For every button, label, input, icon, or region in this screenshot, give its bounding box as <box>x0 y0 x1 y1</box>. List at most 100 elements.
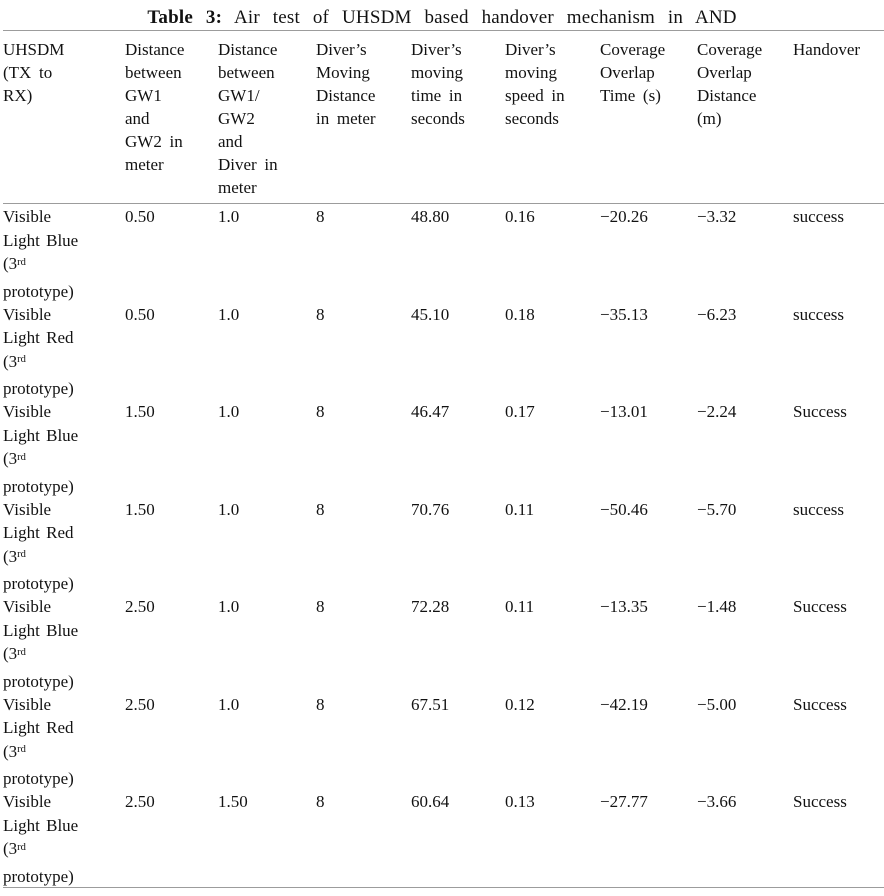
table-row: Visible Light Blue (3rd prototype) 0.50 … <box>3 204 884 302</box>
uhsdm-line: Light Red <box>3 328 74 347</box>
cell-moving-time: 45.10 <box>411 304 450 324</box>
table-row: Visible Light Blue (3rd prototype) 2.50 … <box>3 789 884 887</box>
uhsdm-line: Visible <box>3 792 52 811</box>
table-row: Visible Light Red (3rd prototype) 2.50 1… <box>3 692 884 790</box>
cell-handover: success <box>793 207 844 226</box>
cell-overlap-time: −13.01 <box>600 402 648 421</box>
cell-overlap-time: −35.13 <box>600 304 648 324</box>
cell-moving-distance: 8 <box>316 207 325 226</box>
cell-gw1-gw2-distance: 2.50 <box>125 694 155 714</box>
cell-gw-diver-distance: 1.0 <box>218 402 240 421</box>
cell-moving-distance: 8 <box>316 694 325 714</box>
header-cell-moving-distance: Diver’s Moving Distance in meter <box>316 30 411 204</box>
uhsdm-line: prototype) <box>3 379 74 398</box>
table-row: Visible Light Red (3rd prototype) 0.50 1… <box>3 302 884 400</box>
cell-uhsdm: Visible Light Blue (3rd prototype) <box>3 204 125 302</box>
cell-gw1-gw2-distance: 2.50 <box>125 597 155 616</box>
cell-moving-time: 60.64 <box>411 792 450 811</box>
cell-overlap-time: −42.19 <box>600 694 648 714</box>
uhsdm-line: prototype) <box>3 769 74 788</box>
cell-handover: Success <box>793 402 847 421</box>
uhsdm-line: Visible <box>3 499 52 519</box>
cell-moving-speed: 0.11 <box>505 499 535 519</box>
ordinal-suffix: rd <box>17 549 26 561</box>
ordinal-suffix: rd <box>17 744 26 756</box>
ordinal-base: (3 <box>3 351 18 371</box>
ordinal-base: (3 <box>3 741 18 761</box>
cell-overlap-time: −50.46 <box>600 499 648 519</box>
ordinal-suffix: rd <box>17 256 26 268</box>
cell-gw-diver-distance: 1.0 <box>218 304 240 324</box>
uhsdm-line: prototype) <box>3 671 74 691</box>
cell-overlap-time: −20.26 <box>600 207 648 226</box>
cell-gw1-gw2-distance: 1.50 <box>125 499 155 519</box>
header-cell-overlap-time: Coverage Overlap Time (s) <box>600 30 697 204</box>
cell-gw1-gw2-distance: 0.50 <box>125 304 155 324</box>
cell-overlap-time: −13.35 <box>600 597 648 616</box>
uhsdm-line: Light Red <box>3 718 74 737</box>
ordinal-base: (3 <box>3 839 18 858</box>
header-cell-handover: Handover <box>793 30 884 204</box>
header-cell-uhsdm: UHSDM (TX to RX) <box>3 30 125 204</box>
cell-overlap-distance: −6.23 <box>697 304 737 324</box>
header-row: UHSDM (TX to RX) Distance between GW1 an… <box>3 30 884 204</box>
uhsdm-ordinal-line: (3rd <box>3 837 123 867</box>
header-cell-moving-time: Diver’s moving time in seconds <box>411 30 505 204</box>
ordinal-suffix: rd <box>17 841 26 853</box>
uhsdm-ordinal-line: (3rd <box>3 350 123 380</box>
header-cell-moving-speed: Diver’s moving speed in seconds <box>505 30 600 204</box>
uhsdm-ordinal-line: (3rd <box>3 545 123 575</box>
uhsdm-line: Visible <box>3 207 52 226</box>
ordinal-suffix: rd <box>17 354 26 366</box>
cell-moving-time: 46.47 <box>411 402 450 421</box>
uhsdm-line: Light Red <box>3 523 74 542</box>
cell-moving-speed: 0.13 <box>505 792 535 811</box>
uhsdm-line: Visible <box>3 694 52 714</box>
uhsdm-line: Light Blue <box>3 815 79 835</box>
cell-overlap-distance: −3.66 <box>697 792 737 811</box>
cell-moving-speed: 0.17 <box>505 402 535 421</box>
cell-moving-distance: 8 <box>316 792 325 811</box>
uhsdm-line: Light Blue <box>3 620 79 640</box>
cell-moving-time: 72.28 <box>411 597 450 616</box>
uhsdm-line: Visible <box>3 304 52 324</box>
uhsdm-line: prototype) <box>3 476 74 496</box>
uhsdm-line: Visible <box>3 402 52 421</box>
cell-overlap-distance: −5.00 <box>697 694 737 714</box>
cell-moving-speed: 0.11 <box>505 597 535 616</box>
data-table: UHSDM (TX to RX) Distance between GW1 an… <box>3 30 884 888</box>
uhsdm-line: prototype) <box>3 281 74 301</box>
table-caption: Table 3: Air test of UHSDM based handove… <box>0 0 884 30</box>
table-row: Visible Light Blue (3rd prototype) 2.50 … <box>3 594 884 692</box>
ordinal-suffix: rd <box>17 646 26 658</box>
cell-moving-speed: 0.12 <box>505 694 535 714</box>
ordinal-suffix: rd <box>17 451 26 463</box>
cell-handover: Success <box>793 694 847 714</box>
ordinal-base: (3 <box>3 449 18 468</box>
table-caption-label: Table 3: <box>147 7 223 28</box>
cell-moving-distance: 8 <box>316 597 325 616</box>
table-caption-text: Air test of UHSDM based handover mechani… <box>233 7 737 28</box>
uhsdm-line: prototype) <box>3 574 74 593</box>
cell-gw-diver-distance: 1.50 <box>218 792 248 811</box>
cell-moving-time: 48.80 <box>411 207 450 226</box>
uhsdm-line: Light Blue <box>3 230 79 250</box>
header-cell-gw1-gw2-distance: Distance between GW1 and GW2 in meter <box>125 30 218 204</box>
ordinal-base: (3 <box>3 546 18 566</box>
cell-handover: Success <box>793 597 847 616</box>
cell-overlap-distance: −2.24 <box>697 402 737 421</box>
cell-uhsdm: Visible Light Blue (3rd prototype) <box>3 594 125 692</box>
cell-handover: success <box>793 499 844 519</box>
uhsdm-line: prototype) <box>3 866 74 886</box>
cell-overlap-distance: −1.48 <box>697 597 737 616</box>
cell-gw1-gw2-distance: 2.50 <box>125 792 155 811</box>
cell-overlap-distance: −5.70 <box>697 499 737 519</box>
header-cell-overlap-distance: Coverage Overlap Distance (m) <box>697 30 793 204</box>
cell-overlap-distance: −3.32 <box>697 207 737 226</box>
cell-overlap-time: −27.77 <box>600 792 648 811</box>
uhsdm-line: Visible <box>3 597 52 616</box>
cell-handover: Success <box>793 792 847 811</box>
cell-uhsdm: Visible Light Red (3rd prototype) <box>3 497 125 595</box>
uhsdm-ordinal-line: (3rd <box>3 642 123 672</box>
